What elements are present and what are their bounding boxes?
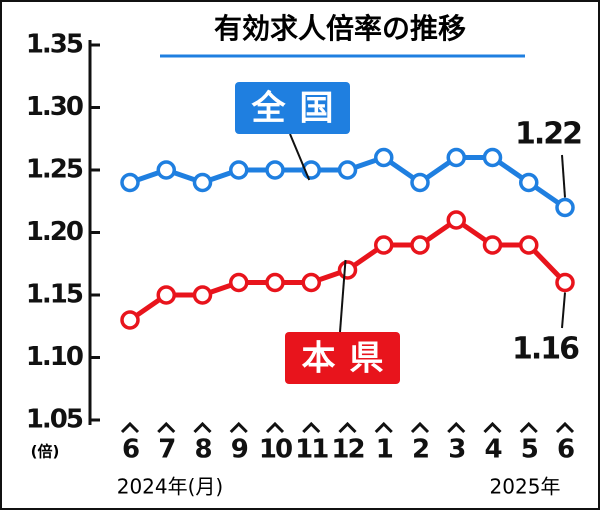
y-tick-label: 1.30 [26,92,83,122]
y-tick-label: 1.15 [26,280,83,310]
value-label-line [561,292,566,329]
x-tick-label: 6 [557,435,574,465]
y-tick-label: 1.10 [26,342,83,372]
x-tick-label: 8 [194,435,211,465]
point [374,147,394,168]
point [446,210,466,230]
point [446,147,466,168]
x-tick-label: 9 [231,435,248,465]
y-tick-label: 1.20 [26,217,83,247]
x-tick [555,421,575,434]
x-tick [265,421,285,434]
point [482,235,503,255]
value-label-line [561,154,566,198]
y-unit: (倍) [31,443,60,461]
point [519,235,539,255]
x-tick-label: 4 [484,435,501,465]
x-tick-label: 7 [158,435,175,465]
x-tick-label: 2 [412,435,428,465]
callout-line [289,133,311,181]
x-tick [338,421,357,434]
value-label: 1.16 [512,332,579,367]
chart-title: 有効求人倍率の推移 [214,12,466,45]
x-tick [519,421,538,434]
x-tick [120,421,140,434]
value-label: 1.22 [515,117,581,152]
x-tick [193,421,212,434]
y-tick-label: 1.25 [26,155,83,185]
x-tick [157,421,176,434]
x-tick [229,421,248,434]
point [229,272,249,293]
point [120,310,140,330]
x-tick-label: 1 [376,435,393,465]
point [337,160,358,180]
x-tick-label: 6 [122,435,139,465]
point [265,160,285,180]
legend-box [235,82,350,134]
point [555,197,575,218]
point [156,285,176,305]
x-tick [483,421,502,434]
x-tick [447,421,466,434]
x-tick-label: 10 [259,435,292,465]
legend-label: 全国 [251,89,348,129]
point [555,272,575,293]
x-tick [302,421,321,434]
point [337,260,358,280]
point [410,172,430,193]
point [156,160,176,180]
callout-line [339,259,347,333]
x-tick [410,421,430,434]
x-tick-label: 3 [448,435,465,465]
point [265,272,285,293]
point [519,172,539,193]
point [482,147,503,168]
point [374,235,394,255]
x-label-start: 2024年(月) [117,475,224,499]
x-tick-label: 12 [331,435,363,465]
x-tick-label: 11 [295,435,328,465]
point [192,285,213,305]
y-tick-label: 1.35 [26,30,83,60]
legend-label: 本県 [302,339,398,379]
x-label-end: 2025年 [490,475,561,499]
y-tick-label: 1.05 [26,405,83,435]
x-tick-label: 5 [521,435,538,465]
point [120,172,140,193]
legend-box [285,332,400,384]
point [301,272,321,293]
x-tick [374,421,393,434]
point [229,160,249,180]
point [410,235,430,255]
point [192,172,213,193]
